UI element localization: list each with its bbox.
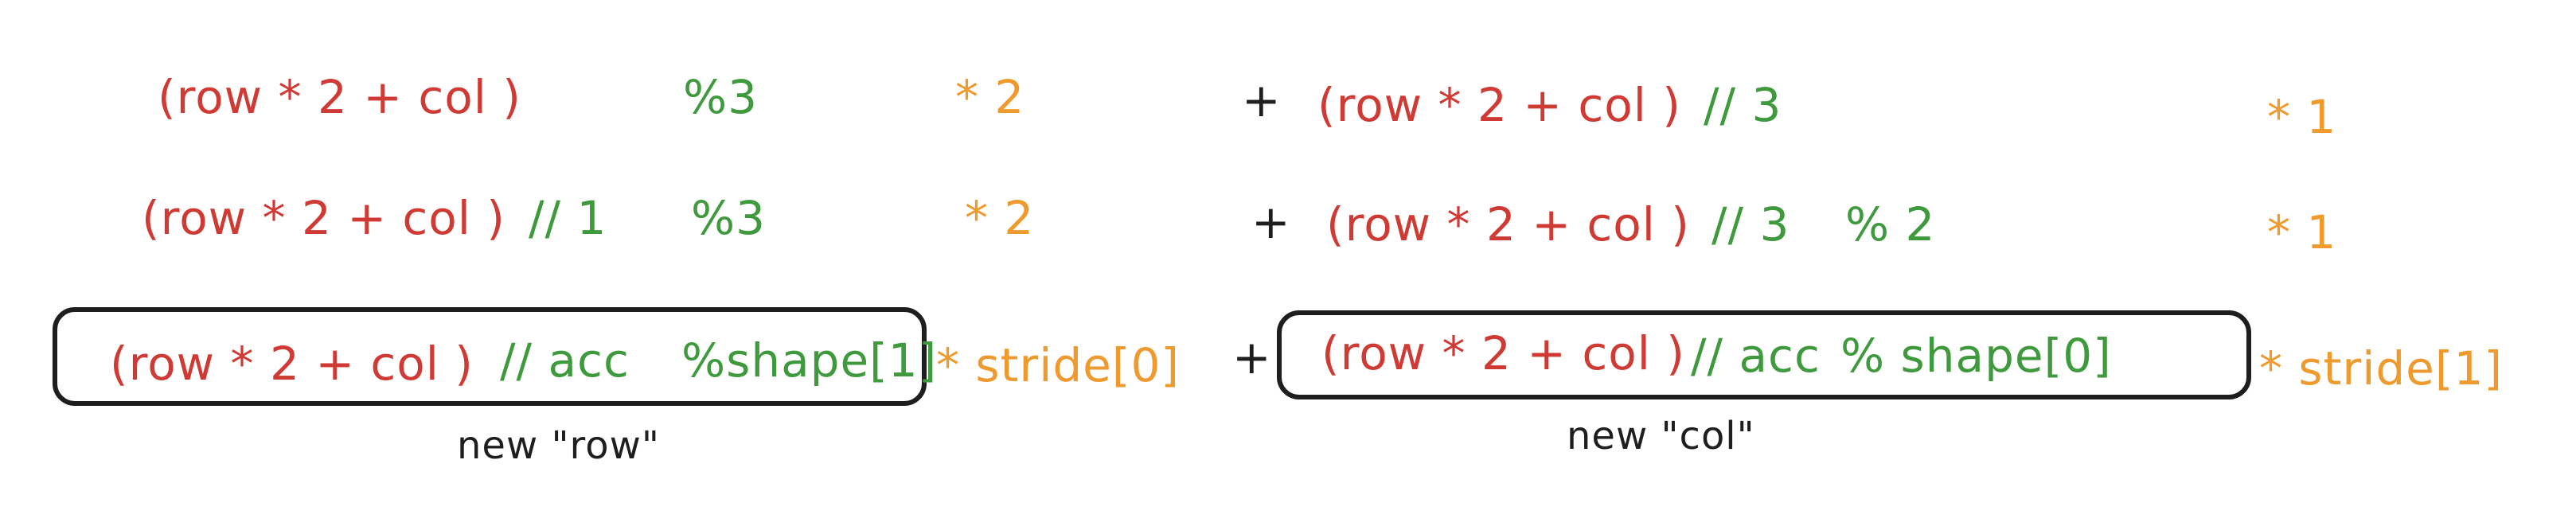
- row3-row-stride: * stride[0]: [936, 338, 1181, 392]
- row2-col-div-op: // 3: [1711, 197, 1790, 251]
- row2-col-stride: * 1: [2267, 205, 2337, 259]
- new-col-label: new "col": [1567, 414, 1755, 458]
- row1-row-expr: (row * 2 + col ): [158, 70, 521, 124]
- row3-row-div-op: // acc: [500, 333, 630, 388]
- row3-row-mod-op: %shape[1]: [681, 333, 938, 388]
- row1-col-stride: * 1: [2267, 90, 2337, 144]
- row1-plus: +: [1242, 73, 1282, 127]
- row2-row-stride: * 2: [965, 191, 1035, 245]
- row2-plus: +: [1251, 195, 1291, 249]
- row3-row-expr: (row * 2 + col ): [110, 337, 474, 391]
- row1-col-div-op: // 3: [1704, 78, 1782, 132]
- row2-row-mod-op: %3: [691, 191, 767, 245]
- row3-col-expr: (row * 2 + col ): [1321, 326, 1685, 380]
- new-row-box: [53, 307, 927, 406]
- row3-col-stride: * stride[1]: [2259, 341, 2504, 396]
- row3-col-div-op: // acc: [1691, 329, 1821, 383]
- row1-row-stride: * 2: [955, 70, 1025, 124]
- row2-col-expr: (row * 2 + col ): [1326, 197, 1690, 251]
- new-row-label: new "row": [457, 423, 660, 468]
- row3-col-mod-op: % shape[0]: [1840, 329, 2112, 383]
- row3-plus: +: [1232, 330, 1272, 384]
- row1-row-mod-op: %3: [683, 70, 759, 124]
- new-col-box: [1277, 310, 2251, 399]
- row2-row-expr: (row * 2 + col ): [142, 191, 505, 245]
- row1-col-expr: (row * 2 + col ): [1317, 78, 1681, 132]
- row2-row-div-op: // 1: [529, 191, 607, 245]
- row2-col-mod-op: % 2: [1845, 197, 1936, 251]
